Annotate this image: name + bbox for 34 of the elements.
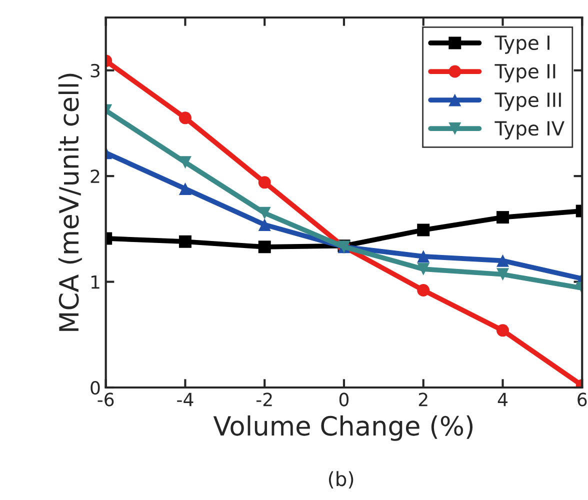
point <box>417 250 430 263</box>
x-tick-label: 2 <box>418 392 428 406</box>
x-tick-label: -6 <box>98 392 114 406</box>
y-axis-title: MCA (meV/unit cell) <box>58 74 82 331</box>
point <box>496 211 509 224</box>
point <box>178 156 192 169</box>
x-tick-label: -4 <box>177 392 194 406</box>
x-axis-title: Volume Change (%) <box>213 415 473 441</box>
legend-label: Type III <box>494 92 561 111</box>
point <box>417 262 430 276</box>
legend-label: Type II <box>494 64 556 82</box>
point <box>178 235 192 248</box>
legend-label: Type I <box>494 36 550 54</box>
point <box>417 284 430 296</box>
point <box>258 218 271 231</box>
y-tick-label: 2 <box>90 170 100 183</box>
x-tick-label: 6 <box>578 392 587 406</box>
legend-label: Type IV <box>494 121 564 140</box>
x-tick-label: -2 <box>256 392 272 406</box>
point <box>417 224 430 236</box>
x-tick-label: 0 <box>339 392 349 406</box>
point <box>258 206 271 220</box>
point <box>496 254 509 267</box>
x-tick-label: 4 <box>498 392 508 406</box>
y-tick-label: 3 <box>90 64 100 78</box>
point <box>496 324 509 337</box>
y-tick-label: 1 <box>91 275 100 289</box>
point <box>178 182 192 196</box>
point <box>496 268 509 281</box>
point <box>258 176 271 189</box>
point <box>258 240 271 254</box>
text: (b) <box>328 471 354 489</box>
point <box>178 112 192 124</box>
y-tick-label: 0 <box>90 380 100 395</box>
